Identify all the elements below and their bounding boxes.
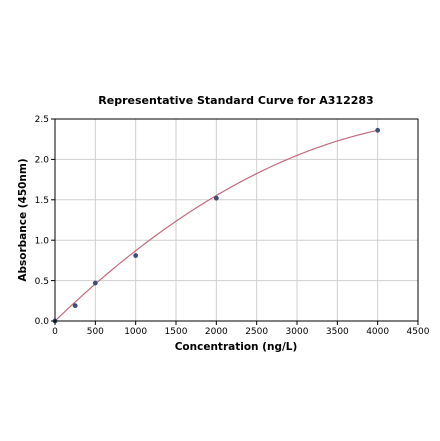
grid	[54, 118, 419, 322]
fit-curve	[54, 129, 378, 322]
x-tick-label: 4500	[407, 327, 430, 337]
x-tick-label: 2000	[205, 327, 228, 337]
data-points	[52, 127, 381, 324]
x-axis-label: Concentration (ng/L)	[175, 341, 298, 353]
y-axis-label: Absorbance (450nm)	[17, 158, 29, 281]
x-axis-ticks: 0 500 1000 1500 2000 2500 3000 3500 4000 4500	[52, 321, 430, 337]
y-tick-label: 0.0	[35, 317, 50, 327]
x-tick-label: 2500	[245, 327, 268, 337]
x-tick-label: 1500	[165, 327, 188, 337]
y-tick-label: 2.5	[35, 115, 49, 125]
plot-frame	[54, 118, 419, 322]
fit-curve-layer	[54, 129, 378, 322]
x-tick-label: 3000	[286, 327, 309, 337]
y-tick-label: 2.0	[35, 156, 50, 166]
y-tick-label: 1.0	[35, 236, 50, 246]
data-point	[92, 280, 98, 286]
x-tick-label: 1000	[124, 327, 147, 337]
chart-title: Representative Standard Curve for A31228…	[98, 94, 373, 107]
x-tick-label: 0	[52, 327, 58, 337]
x-tick-label: 4000	[366, 327, 389, 337]
data-point	[213, 195, 219, 201]
y-axis-ticks: 0.0 0.5 1.0 1.5 2.0 2.5	[35, 115, 55, 327]
y-tick-label: 1.5	[35, 196, 49, 206]
x-tick-label: 3500	[326, 327, 349, 337]
data-point	[133, 253, 139, 258]
y-tick-label: 0.5	[35, 277, 49, 287]
data-point	[72, 303, 78, 309]
x-tick-label: 500	[87, 327, 104, 337]
data-point	[375, 127, 381, 133]
